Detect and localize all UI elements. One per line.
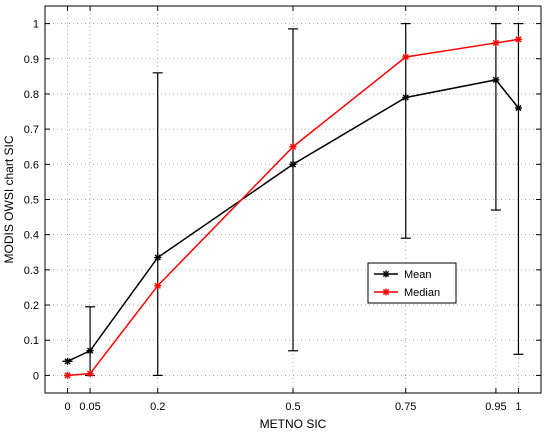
error-bars: [62, 22, 524, 377]
data-point-median: [492, 39, 500, 47]
data-point-mean: [154, 254, 162, 262]
y-tick-label: 0.2: [24, 300, 39, 312]
y-tick-label: 0.5: [24, 195, 39, 207]
legend-marker-median: [382, 288, 390, 296]
legend-marker-mean: [382, 270, 390, 278]
data-point-mean: [86, 347, 94, 355]
x-axis-title: METNO SIC: [260, 417, 327, 431]
y-tick-label: 0.1: [24, 335, 39, 347]
data-point-mean: [402, 93, 410, 101]
axis-ticks: [45, 6, 541, 393]
y-tick-label: 0.7: [24, 124, 39, 136]
y-tick-label: 0.8: [24, 89, 39, 101]
data-point-median: [402, 53, 410, 61]
y-axis-title: MODIS OWSI chart SIC: [2, 135, 16, 263]
data-point-mean: [289, 160, 297, 168]
x-tick-label: 0.05: [79, 401, 100, 413]
data-point-median: [514, 35, 522, 43]
legend-label-mean: Mean: [404, 269, 432, 281]
y-tick-label: 0.9: [24, 54, 39, 66]
data-point-mean: [492, 76, 500, 84]
y-tick-label: 0.4: [24, 230, 39, 242]
data-point-mean: [64, 357, 72, 365]
data-point-median: [86, 370, 94, 378]
x-tick-label: 1: [515, 401, 521, 413]
data-point-median: [154, 282, 162, 290]
legend-entry-mean: Mean: [374, 269, 432, 281]
x-tick-label: 0.2: [150, 401, 165, 413]
x-tick-label: 0.5: [285, 401, 300, 413]
y-tick-label: 0.6: [24, 159, 39, 171]
x-tick-label: 0.95: [485, 401, 506, 413]
data-point-mean: [514, 104, 522, 112]
x-tick-label: 0.75: [395, 401, 416, 413]
y-tick-label: 0: [33, 370, 39, 382]
legend: Mean Median: [367, 262, 457, 304]
series-markers: [64, 35, 522, 379]
data-point-median: [64, 371, 72, 379]
legend-box: [367, 262, 457, 304]
data-point-median: [289, 143, 297, 151]
y-tick-label: 1: [33, 19, 39, 31]
y-tick-labels: 0 0.1 0.2 0.3 0.4 0.5 0.6 0.7 0.8 0.9 1: [24, 19, 39, 383]
x-tick-labels: 0 0.05 0.2 0.5 0.75 0.95 1: [64, 401, 521, 413]
y-tick-label: 0.3: [24, 265, 39, 277]
x-tick-label: 0: [64, 401, 70, 413]
legend-entry-median: Median: [374, 287, 440, 299]
legend-label-median: Median: [404, 287, 440, 299]
